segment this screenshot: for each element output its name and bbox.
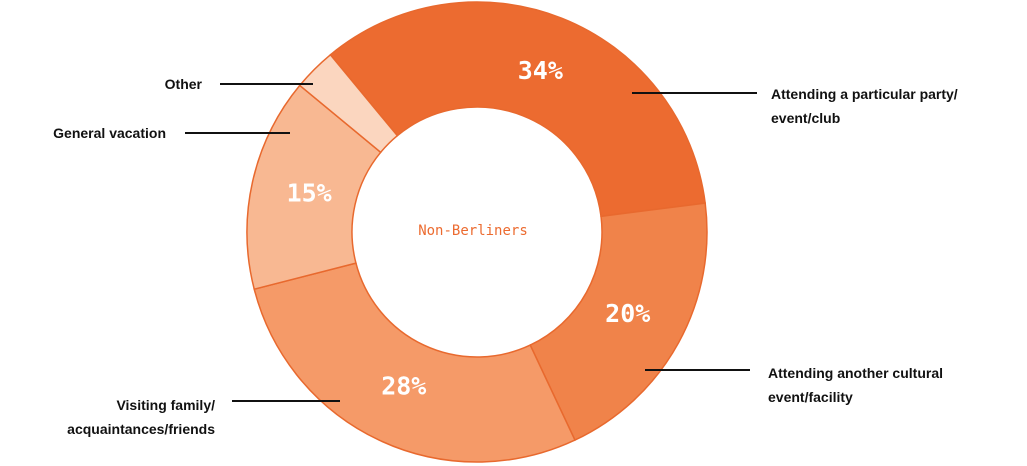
donut-slice: [298, 53, 399, 154]
donut-slice: [253, 262, 576, 463]
donut-slice: [529, 202, 708, 442]
category-label: Attending a particular party/ event/club: [771, 86, 958, 126]
value-label: 15%: [287, 178, 332, 207]
value-label: 34%: [518, 56, 563, 85]
donut-slice: [246, 84, 382, 291]
category-label: Visiting family/ acquaintances/friends: [67, 397, 215, 437]
category-label: Other: [164, 76, 202, 92]
value-label: 28%: [381, 372, 426, 401]
category-label: Attending another cultural event/facilit…: [768, 365, 943, 405]
donut-slice: [329, 1, 707, 218]
value-label: 20%: [605, 299, 650, 328]
category-label: General vacation: [53, 125, 166, 141]
center-label: Non-Berliners: [418, 223, 528, 239]
